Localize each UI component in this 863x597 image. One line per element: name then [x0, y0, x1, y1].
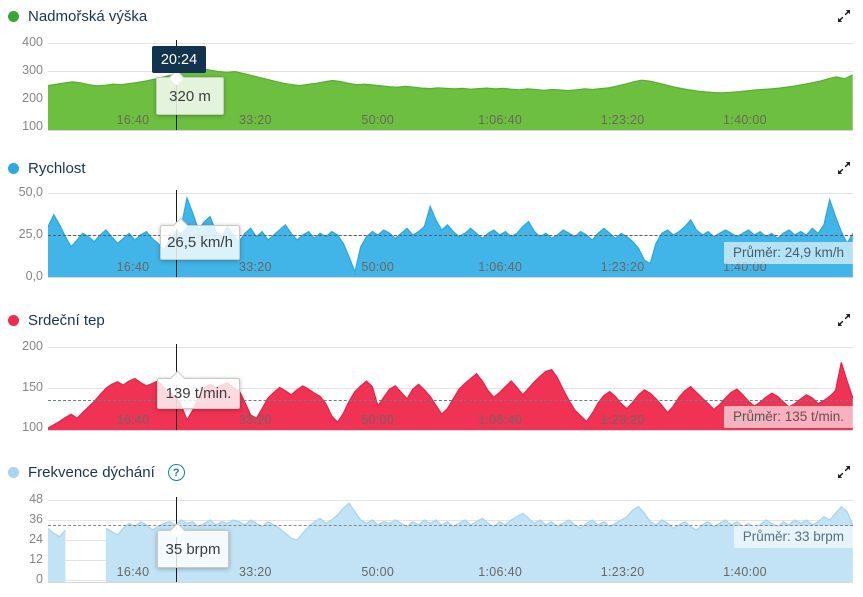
help-icon[interactable]: ?: [167, 464, 185, 481]
speed-series-dot: [8, 163, 19, 174]
x-axis-label: 1:23:20: [600, 565, 645, 579]
x-axis-label: 16:40: [116, 565, 150, 579]
gridline: [48, 520, 853, 521]
x-axis-label: 1:06:40: [478, 413, 523, 427]
x-axis-label: 1:23:20: [600, 413, 645, 427]
y-axis-label: 12: [29, 552, 43, 566]
x-axis-label: 1:40:00: [723, 565, 767, 579]
heart-rate-value-tooltip: 139 t/min.: [157, 378, 240, 409]
speed-value-tooltip: 26,5 km/h: [160, 225, 240, 260]
heart-rate-average-label: Průměr: 135 t/min.: [723, 406, 853, 428]
x-axis-label: 1:40:00: [723, 113, 767, 127]
expand-icon[interactable]: [837, 161, 851, 175]
y-axis-label: 0: [36, 572, 43, 586]
x-axis-line: [48, 582, 853, 583]
gridline: [48, 193, 853, 194]
x-axis-label: 50:00: [361, 113, 395, 127]
y-axis-label: 100: [22, 420, 43, 434]
x-axis-label: 1:23:20: [600, 260, 645, 274]
y-axis-label: 25,0: [18, 227, 43, 241]
elevation-value-tooltip: 320 m: [156, 77, 224, 115]
gridline: [48, 387, 853, 389]
respiration-value-tooltip: 35 brpm: [157, 530, 229, 568]
average-line: [48, 399, 853, 401]
y-axis-label: 150: [22, 379, 43, 394]
speed-chart-title: Rychlost: [28, 160, 86, 177]
heart-rate-chart-panel[interactable]: Srdeční tep 139 t/min. Průměr: 135 t/min…: [0, 304, 863, 456]
y-axis-label: 300: [22, 63, 43, 77]
x-axis-label: 1:06:40: [478, 565, 523, 579]
heart-rate-chart-title: Srdeční tep: [28, 312, 105, 329]
x-axis-label: 50:00: [361, 413, 395, 427]
cursor-time-tooltip: 20:24: [152, 46, 206, 73]
x-axis-line: [48, 430, 853, 431]
average-line: [48, 525, 853, 526]
y-axis-label: 200: [22, 339, 43, 353]
x-axis-line: [48, 130, 853, 131]
respiration-chart-header: Frekvence dýchání ?: [8, 464, 185, 481]
elevation-chart-title: Nadmořská výška: [28, 8, 148, 25]
x-axis-label: 33:20: [238, 113, 272, 127]
x-axis-label: 1:23:20: [600, 113, 645, 127]
y-axis-label: 200: [22, 91, 43, 105]
gridline: [48, 347, 853, 348]
heart-rate-series-dot: [8, 315, 19, 326]
respiration-chart-title: Frekvence dýchání: [28, 464, 155, 481]
y-axis-label: 50,0: [18, 185, 43, 199]
elevation-chart-header: Nadmořská výška: [8, 8, 147, 25]
speed-chart-panel[interactable]: Rychlost 26,5 km/h Průměr: 24,9 km/h 50,…: [0, 152, 863, 304]
x-axis-label: 50:00: [361, 565, 395, 579]
average-line: [48, 235, 853, 237]
gridline: [48, 500, 853, 501]
gridline: [48, 71, 853, 72]
x-axis-label: 50:00: [361, 260, 395, 274]
x-axis-label: 1:06:40: [478, 113, 523, 127]
respiration-series-dot: [8, 467, 19, 478]
respiration-chart-panel[interactable]: Frekvence dýchání ? 35 brpm Průměr: 33 b…: [0, 456, 863, 597]
y-axis-label: 24: [29, 532, 43, 546]
speed-chart-header: Rychlost: [8, 160, 86, 177]
heart-rate-chart-header: Srdeční tep: [8, 312, 105, 329]
x-axis-label: 16:40: [116, 260, 150, 274]
respiration-average-label: Průměr: 33 brpm: [733, 526, 853, 548]
x-axis-label: 33:20: [238, 413, 272, 427]
y-axis-label: 100: [22, 119, 43, 133]
y-axis-label: 48: [29, 492, 43, 506]
y-axis-label: 36: [29, 512, 43, 526]
x-axis-label: 33:20: [238, 260, 272, 274]
x-axis-label: 1:06:40: [478, 260, 523, 274]
x-axis-label: 33:20: [238, 565, 272, 579]
elevation-chart-panel[interactable]: Nadmořská výška 20:24 320 m 400 300 200 100…: [0, 0, 863, 152]
x-axis-label: 16:40: [116, 413, 150, 427]
x-axis-label: 16:40: [116, 113, 150, 127]
gridline: [48, 43, 853, 44]
speed-average-label: Průměr: 24,9 km/h: [723, 242, 853, 264]
elevation-series-dot: [8, 11, 19, 22]
y-axis-label: 0,0: [25, 269, 43, 283]
x-axis-line: [48, 277, 853, 278]
y-axis-label: 400: [22, 35, 43, 49]
expand-icon[interactable]: [837, 9, 851, 23]
frekvence-dýchání-area-series: [48, 502, 853, 582]
expand-icon[interactable]: [837, 313, 851, 327]
expand-icon[interactable]: [837, 465, 851, 479]
